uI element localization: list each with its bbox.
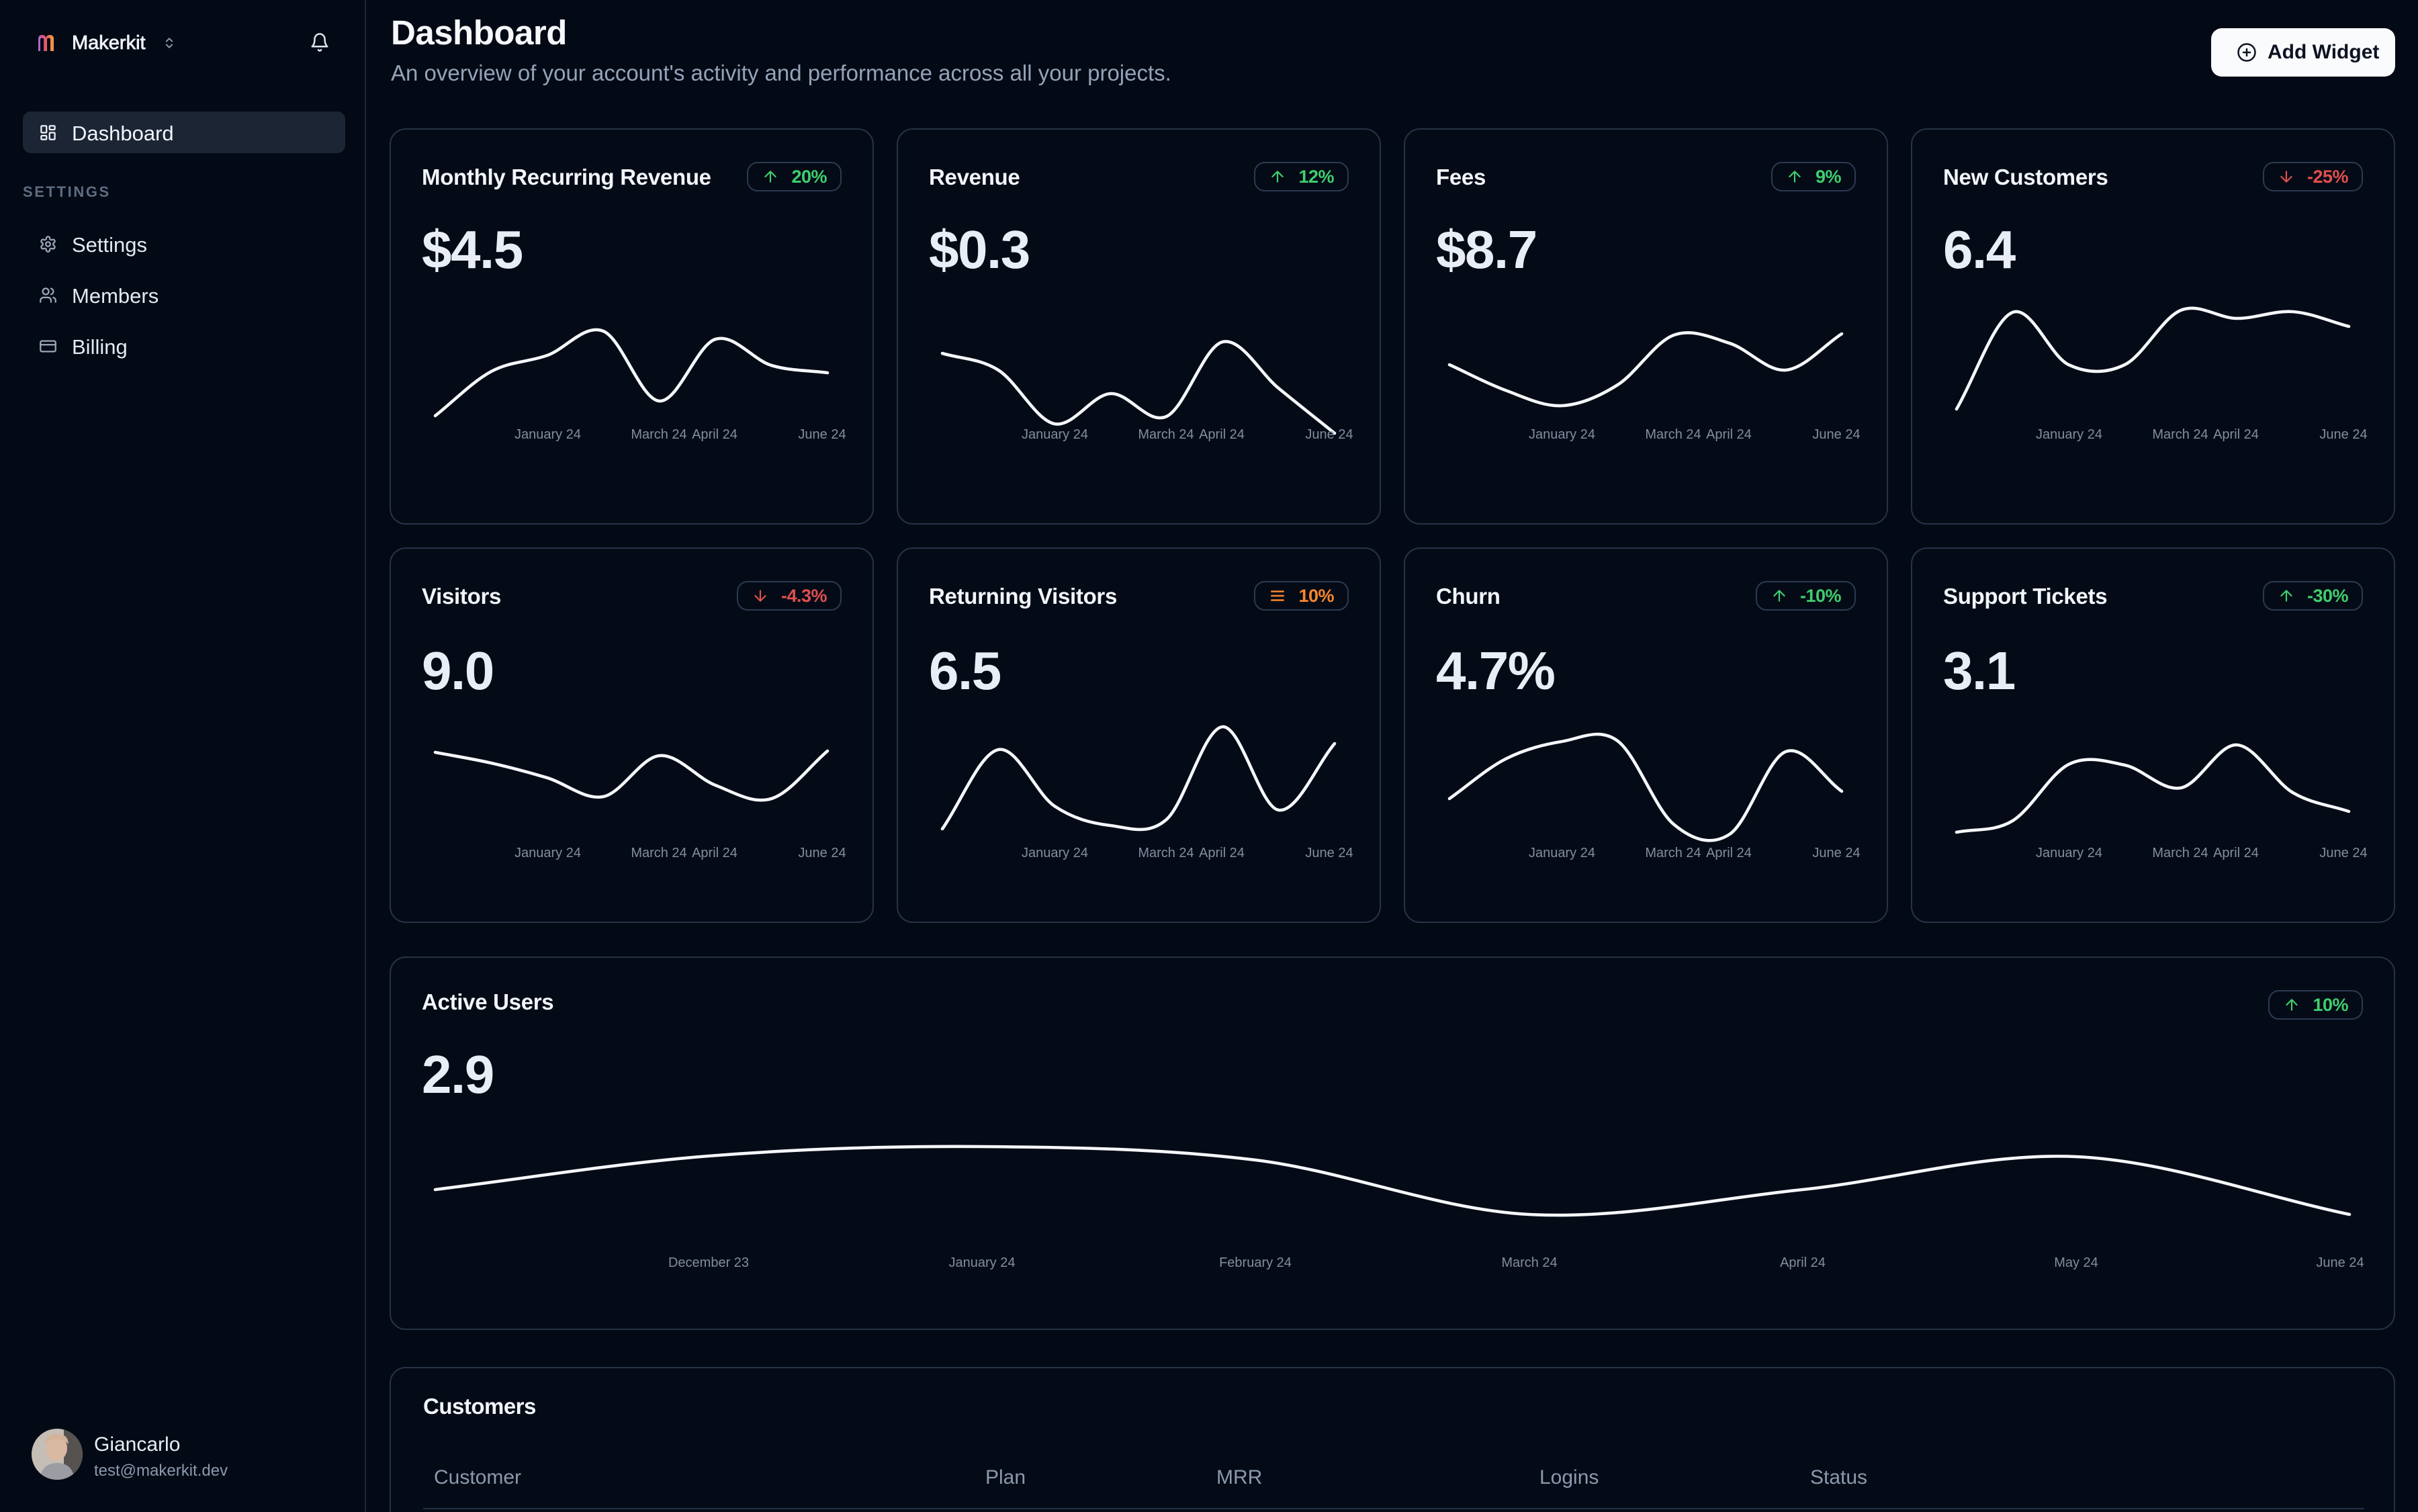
svg-text:March 24: March 24	[2152, 427, 2208, 442]
svg-text:January 24: January 24	[514, 846, 581, 860]
svg-text:March 24: March 24	[1501, 1255, 1557, 1270]
svg-text:April 24: April 24	[692, 427, 737, 442]
svg-text:April 24: April 24	[2213, 427, 2259, 442]
svg-text:April 24: April 24	[692, 846, 737, 860]
svg-text:June 24: June 24	[1305, 846, 1353, 860]
svg-text:April 24: April 24	[1706, 427, 1752, 442]
svg-text:December 23: December 23	[668, 1255, 749, 1270]
svg-text:March 24: March 24	[1138, 427, 1194, 442]
svg-text:June 24: June 24	[2319, 846, 2367, 860]
svg-text:April 24: April 24	[1706, 846, 1752, 860]
svg-text:June 24: June 24	[2316, 1255, 2364, 1270]
svg-text:January 24: January 24	[2036, 846, 2102, 860]
svg-text:January 24: January 24	[2036, 427, 2102, 442]
svg-text:April 24: April 24	[1199, 427, 1245, 442]
svg-text:June 24: June 24	[798, 427, 846, 442]
svg-text:January 24: January 24	[514, 427, 581, 442]
svg-text:January 24: January 24	[1022, 846, 1088, 860]
svg-text:June 24: June 24	[1812, 427, 1860, 442]
svg-text:June 24: June 24	[798, 846, 846, 860]
svg-text:March 24: March 24	[1645, 846, 1701, 860]
svg-text:April 24: April 24	[1199, 846, 1245, 860]
svg-text:February 24: February 24	[1219, 1255, 1292, 1270]
svg-text:March 24: March 24	[2152, 846, 2208, 860]
svg-text:March 24: March 24	[631, 846, 686, 860]
svg-text:March 24: March 24	[631, 427, 686, 442]
svg-text:January 24: January 24	[1022, 427, 1088, 442]
svg-text:January 24: January 24	[949, 1255, 1016, 1270]
svg-text:January 24: January 24	[1529, 846, 1595, 860]
svg-text:June 24: June 24	[1812, 846, 1860, 860]
svg-text:April 24: April 24	[1780, 1255, 1826, 1270]
svg-text:May 24: May 24	[2054, 1255, 2098, 1270]
svg-text:April 24: April 24	[2213, 846, 2259, 860]
svg-text:March 24: March 24	[1138, 846, 1194, 860]
svg-text:January 24: January 24	[1529, 427, 1595, 442]
svg-text:June 24: June 24	[1305, 427, 1353, 442]
svg-text:June 24: June 24	[2319, 427, 2367, 442]
svg-text:March 24: March 24	[1645, 427, 1701, 442]
